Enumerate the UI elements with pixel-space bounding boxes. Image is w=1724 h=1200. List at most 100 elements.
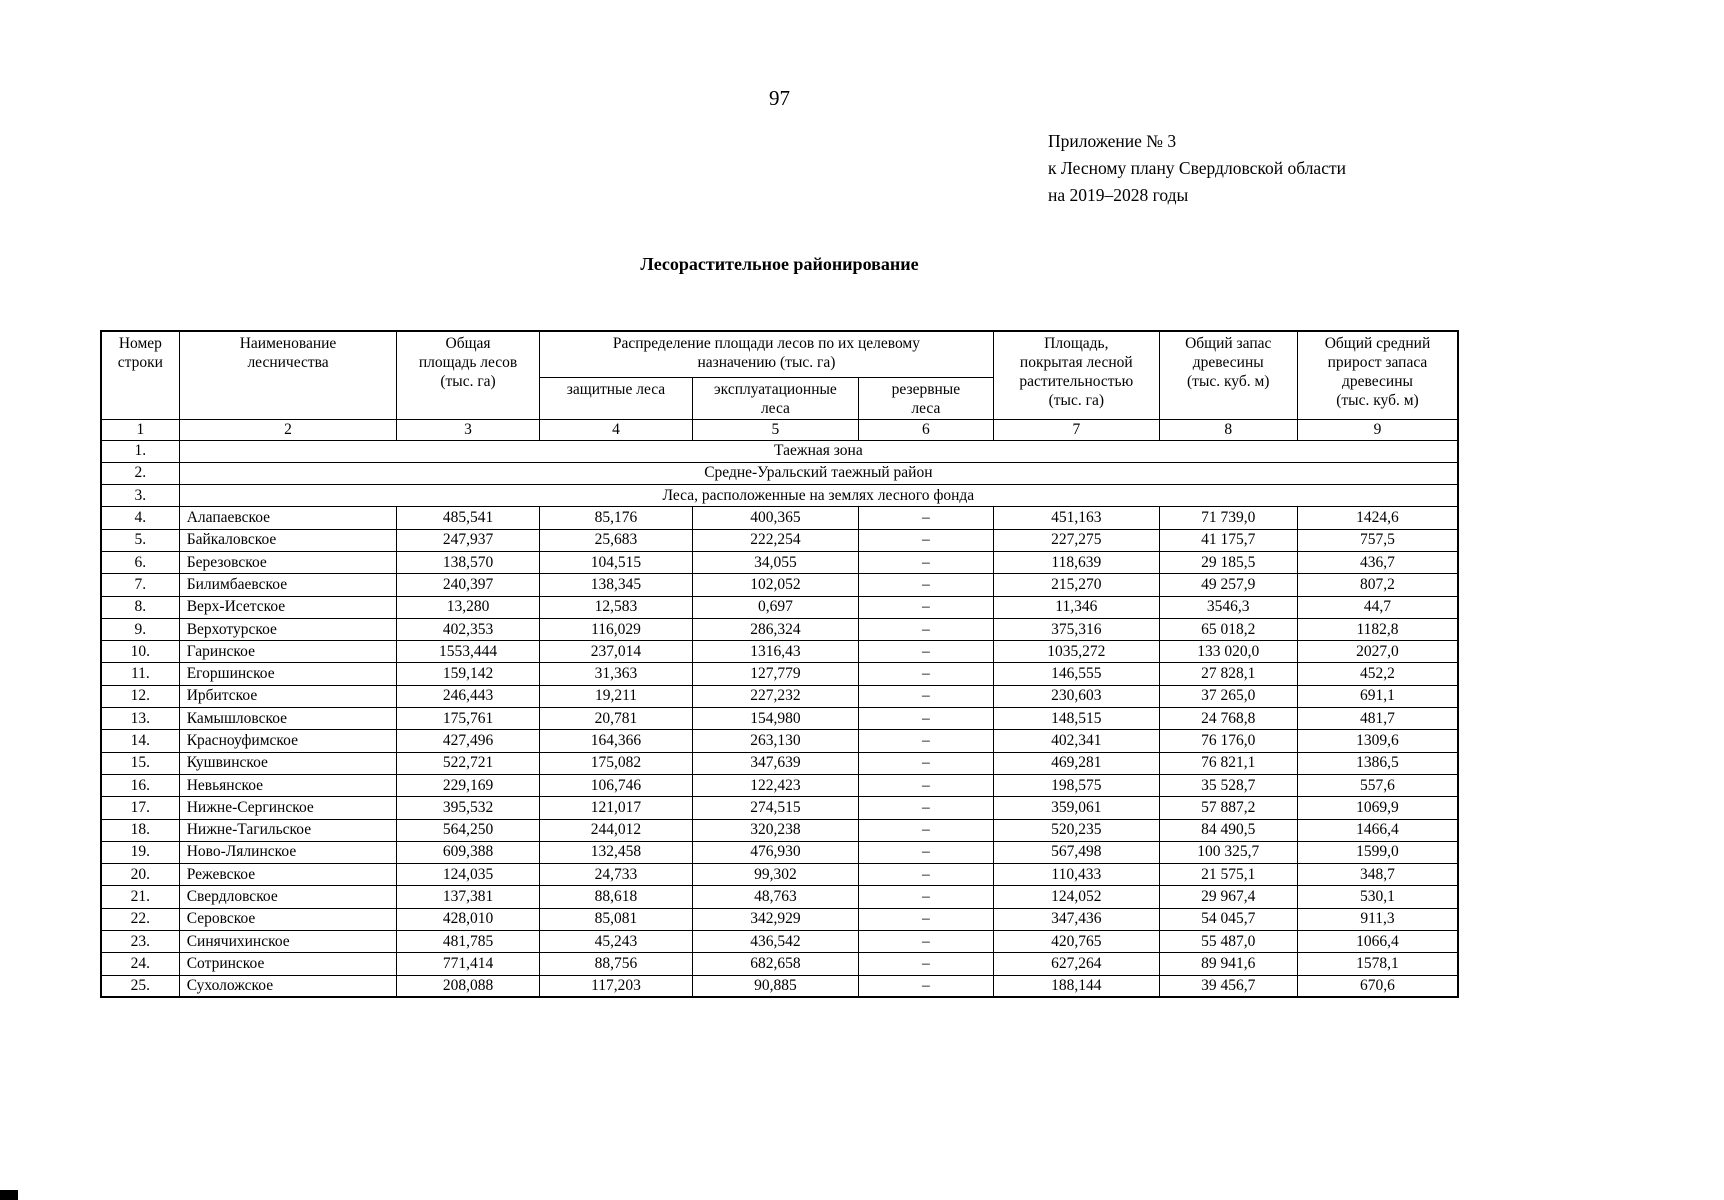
reserve-forests-cell: –	[857, 573, 995, 597]
header-reserve-forests: резервные леса	[857, 376, 995, 420]
total-stock-cell: 71 739,0	[1158, 506, 1298, 530]
header-protective-forests: защитные леса	[538, 376, 694, 420]
exploitable-forests-cell: 436,542	[692, 930, 859, 954]
avg-growth-cell: 1386,5	[1296, 751, 1459, 775]
total-stock-cell: 100 325,7	[1158, 840, 1298, 865]
header-avg-growth: Общий средний прирост запаса древесины (…	[1296, 330, 1459, 420]
exploitable-forests-cell: 682,658	[692, 952, 859, 976]
row-number-cell: 12.	[100, 684, 180, 709]
exploitable-forests-cell: 274,515	[692, 796, 859, 820]
forestry-name-cell: Сотринское	[178, 952, 398, 976]
protective-forests-cell: 85,176	[538, 506, 694, 530]
row-number-cell: 25.	[100, 974, 180, 998]
forestry-name-cell: Верхотурское	[178, 617, 398, 642]
protective-forests-cell: 237,014	[538, 640, 694, 664]
total-area-cell: 427,496	[396, 729, 540, 753]
avg-growth-cell: 1424,6	[1296, 506, 1459, 530]
reserve-forests-cell: –	[857, 595, 995, 619]
reserve-forests-cell: –	[857, 773, 995, 798]
exploitable-forests-cell: 400,365	[692, 506, 859, 530]
reserve-forests-cell: –	[857, 729, 995, 753]
total-stock-cell: 29 185,5	[1158, 550, 1298, 575]
exploitable-forests-cell: 476,930	[692, 840, 859, 865]
forestry-name-cell: Красноуфимское	[178, 729, 398, 753]
forestry-name-cell: Синячихинское	[178, 930, 398, 954]
table-row: 21. Свердловское 137,381 88,618 48,763–124,0…	[100, 885, 1459, 909]
column-index: 4	[538, 418, 694, 441]
protective-forests-cell: 45,243	[538, 930, 694, 954]
row-number-cell: 3.	[100, 484, 180, 508]
table-row: 14. Красноуфимское 427,496 164,366 263,130–4…	[100, 729, 1459, 753]
total-stock-cell: 57 887,2	[1158, 796, 1298, 820]
reserve-forests-cell: –	[857, 885, 995, 909]
section-row: 1. Таежная зона	[100, 439, 1459, 463]
exploitable-forests-cell: 34,055	[692, 550, 859, 575]
avg-growth-cell: 481,7	[1296, 707, 1459, 731]
row-number-cell: 5.	[100, 528, 180, 552]
covered-area-cell: 215,270	[993, 573, 1160, 597]
row-number-cell: 2.	[100, 461, 180, 486]
avg-growth-cell: 1466,4	[1296, 818, 1459, 842]
row-number-cell: 22.	[100, 907, 180, 932]
avg-growth-cell: 1069,9	[1296, 796, 1459, 820]
section-label-cell: Средне-Уральский таежный район	[178, 461, 1459, 486]
row-number-cell: 17.	[100, 796, 180, 820]
row-number-cell: 6.	[100, 550, 180, 575]
total-area-cell: 1553,444	[396, 640, 540, 664]
total-stock-cell: 76 821,1	[1158, 751, 1298, 775]
covered-area-cell: 520,235	[993, 818, 1160, 842]
total-area-cell: 240,397	[396, 573, 540, 597]
header-total-area: Общая площадь лесов (тыс. га)	[396, 330, 540, 420]
row-number-cell: 24.	[100, 952, 180, 976]
row-number-cell: 21.	[100, 885, 180, 909]
protective-forests-cell: 138,345	[538, 573, 694, 597]
covered-area-cell: 402,341	[993, 729, 1160, 753]
header-total-stock: Общий запас древесины (тыс. куб. м)	[1158, 330, 1298, 420]
reserve-forests-cell: –	[857, 528, 995, 552]
forestry-name-cell: Серовское	[178, 907, 398, 932]
total-area-cell: 229,169	[396, 773, 540, 798]
avg-growth-cell: 1066,4	[1296, 930, 1459, 954]
row-number-cell: 9.	[100, 617, 180, 642]
table-row: 4. Алапаевское 485,541 85,176 400,365–451,16…	[100, 506, 1459, 530]
table-row: 11. Егоршинское 159,142 31,363 127,779–146,5…	[100, 662, 1459, 686]
forestry-name-cell: Нижне-Тагильское	[178, 818, 398, 842]
row-number-cell: 1.	[100, 439, 180, 463]
forestry-name-cell: Камышловское	[178, 707, 398, 731]
avg-growth-cell: 757,5	[1296, 528, 1459, 552]
forestry-name-cell: Режевское	[178, 863, 398, 887]
total-area-cell: 771,414	[396, 952, 540, 976]
forestry-name-cell: Билимбаевское	[178, 573, 398, 597]
avg-growth-cell: 691,1	[1296, 684, 1459, 709]
total-stock-cell: 21 575,1	[1158, 863, 1298, 887]
covered-area-cell: 469,281	[993, 751, 1160, 775]
reserve-forests-cell: –	[857, 751, 995, 775]
forestry-name-cell: Алапаевское	[178, 506, 398, 530]
protective-forests-cell: 117,203	[538, 974, 694, 998]
avg-growth-cell: 452,2	[1296, 662, 1459, 686]
column-index: 5	[692, 418, 859, 441]
total-area-cell: 395,532	[396, 796, 540, 820]
table-row: 6. Березовское 138,570 104,515 34,055–118,63…	[100, 550, 1459, 575]
appendix-line-3: на 2019–2028 годы	[1048, 185, 1189, 205]
forestry-name-cell: Егоршинское	[178, 662, 398, 686]
exploitable-forests-cell: 263,130	[692, 729, 859, 753]
column-index: 7	[993, 418, 1160, 441]
reserve-forests-cell: –	[857, 974, 995, 998]
reserve-forests-cell: –	[857, 684, 995, 709]
protective-forests-cell: 24,733	[538, 863, 694, 887]
covered-area-cell: 124,052	[993, 885, 1160, 909]
exploitable-forests-cell: 1316,43	[692, 640, 859, 664]
exploitable-forests-cell: 320,238	[692, 818, 859, 842]
avg-growth-cell: 1309,6	[1296, 729, 1459, 753]
row-number-cell: 15.	[100, 751, 180, 775]
section-label-cell: Таежная зона	[178, 439, 1459, 463]
total-stock-cell: 65 018,2	[1158, 617, 1298, 642]
exploitable-forests-cell: 227,232	[692, 684, 859, 709]
covered-area-cell: 627,264	[993, 952, 1160, 976]
exploitable-forests-cell: 90,885	[692, 974, 859, 998]
protective-forests-cell: 88,756	[538, 952, 694, 976]
total-stock-cell: 24 768,8	[1158, 707, 1298, 731]
total-stock-cell: 76 176,0	[1158, 729, 1298, 753]
row-number-cell: 23.	[100, 930, 180, 954]
